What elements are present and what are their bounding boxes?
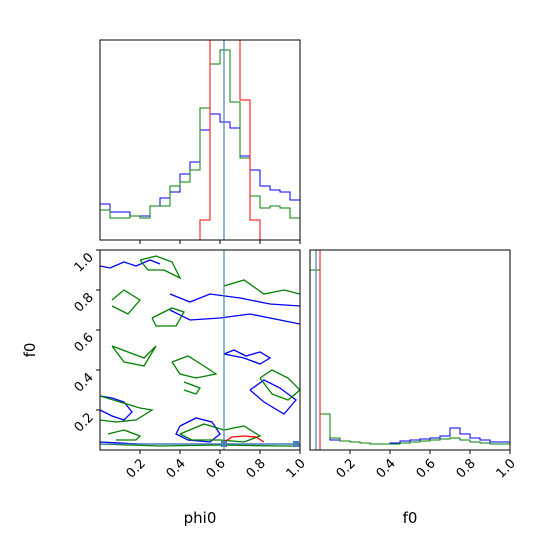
histogram-phi0-panel xyxy=(100,30,300,240)
hist-f0-frame xyxy=(310,250,510,450)
contour-blue-1 xyxy=(170,294,300,306)
tick-label-y-f0-0: 0.2 xyxy=(72,410,97,435)
contour-green-5 xyxy=(172,356,216,378)
contour-green-3 xyxy=(224,280,300,294)
contour-green-1 xyxy=(112,290,140,314)
y-axis-label-f0: f0 xyxy=(21,343,39,358)
tick-label-x-f0-2: 0.6 xyxy=(414,456,439,481)
contour-green-2 xyxy=(152,308,184,326)
x-axis-label-phi0: phi0 xyxy=(184,509,217,527)
contour-lines xyxy=(100,250,300,450)
hist-phi0-lines xyxy=(100,30,300,240)
x-axis-label-f0: f0 xyxy=(403,509,418,527)
truth-marker-right xyxy=(293,441,299,447)
tick-label-y-f0-1: 0.4 xyxy=(72,370,97,395)
hist-step-blue xyxy=(310,270,510,444)
contour-panel-phi0-f0 xyxy=(100,250,300,450)
contour-blue-0 xyxy=(100,260,160,268)
contour-blue-6 xyxy=(250,380,296,414)
contour-green-10 xyxy=(260,370,300,400)
hist-step-green xyxy=(310,270,510,444)
contour-green-8 xyxy=(108,430,140,440)
histogram-f0-panel xyxy=(310,250,510,450)
tick-label-y-f0-3: 0.8 xyxy=(72,290,97,315)
tick-label-x-f0-3: 0.8 xyxy=(454,456,479,481)
tick-label-y-f0-2: 0.6 xyxy=(72,330,97,355)
tick-label-x-f0-0: 0.2 xyxy=(334,456,359,481)
tick-label-x-phi0-0: 0.2 xyxy=(124,456,149,481)
contour-green-6 xyxy=(184,382,200,394)
tick-label-x-phi0-4: 1.0 xyxy=(284,456,309,481)
tick-label-y-f0-4: 1.0 xyxy=(72,250,97,275)
contour-green-0 xyxy=(140,256,180,278)
tick-label-x-f0-4: 1.0 xyxy=(494,456,519,481)
contour-green-4 xyxy=(112,346,156,366)
contour-blue-2 xyxy=(170,310,300,324)
hist-step-green xyxy=(100,50,300,218)
tick-label-x-phi0-2: 0.6 xyxy=(204,456,229,481)
tick-label-x-f0-1: 0.4 xyxy=(374,456,399,481)
tick-label-x-phi0-3: 0.8 xyxy=(244,456,269,481)
contour-blue-4 xyxy=(100,396,132,420)
tick-label-x-phi0-1: 0.4 xyxy=(164,456,189,481)
contour-blue-5 xyxy=(176,418,220,442)
contour-blue-3 xyxy=(224,350,270,364)
hist-f0-lines xyxy=(310,250,510,450)
truth-marker-left xyxy=(221,441,227,447)
